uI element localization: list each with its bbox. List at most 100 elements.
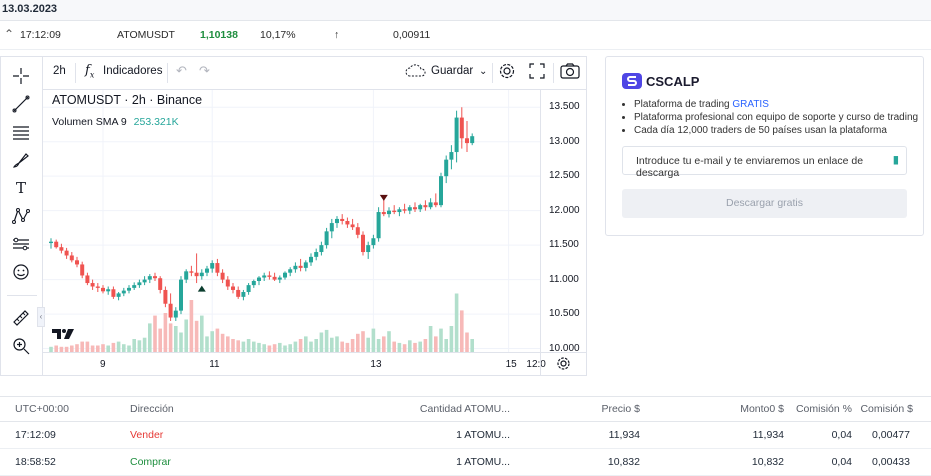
cloud-icon[interactable] — [405, 62, 427, 81]
volume-bar — [449, 326, 454, 352]
save-button[interactable]: Guardar — [431, 65, 474, 77]
fullscreen-icon[interactable] — [529, 63, 545, 82]
trend-line-icon[interactable] — [10, 93, 32, 115]
redo-icon[interactable]: ↷ — [199, 63, 210, 78]
axis-settings-cell — [540, 352, 587, 376]
settings-gear-icon[interactable] — [498, 62, 516, 83]
row-fee: 0,00477 — [872, 429, 910, 441]
indicators-button[interactable]: Indicadores — [103, 65, 163, 77]
toolbar-divider — [492, 63, 493, 83]
volume-bar — [444, 339, 448, 352]
volume-bar — [267, 345, 272, 352]
candle-body — [319, 245, 324, 253]
candle-body — [220, 272, 225, 280]
volume-bar — [241, 341, 246, 352]
row-qty: 1 ATOMU... — [456, 429, 510, 441]
volume-bar — [293, 341, 298, 352]
candle-body — [407, 207, 412, 211]
candle-body — [413, 207, 417, 210]
candle-body — [189, 271, 194, 273]
volume-bar — [80, 341, 84, 352]
candle-body — [54, 241, 59, 248]
smiley-icon[interactable] — [10, 261, 32, 283]
volume-bar — [122, 344, 126, 352]
email-input[interactable]: Introduce tu e-mail y te enviaremos un e… — [622, 146, 907, 179]
price-tick-label: 11.000 — [549, 273, 579, 285]
promo-free-link[interactable]: GRATIS — [732, 99, 769, 110]
collapse-toolbar-handle[interactable]: ‹ — [37, 307, 45, 327]
time-axis[interactable]: 9 11 13 15 12:0 — [43, 352, 546, 376]
undo-icon[interactable]: ↶ — [176, 63, 187, 78]
candle-body — [361, 234, 365, 253]
volume-bar — [382, 336, 386, 352]
volume-bar — [54, 345, 58, 352]
price-axis[interactable]: 13.500 13.000 12.500 12.000 11.500 11.000 10.5… — [540, 90, 587, 354]
volume-bar — [226, 336, 230, 352]
table-row[interactable]: 17:12:09 Vender 1 ATOMU... 11,934 11,934… — [0, 422, 931, 449]
price-tick-label: 13.500 — [549, 101, 580, 113]
ruler-icon[interactable] — [10, 307, 32, 329]
candle-body — [449, 152, 454, 160]
time-tick-label: 11 — [209, 359, 220, 370]
row-fee-pct: 0,04 — [831, 429, 852, 441]
volume-bar — [330, 337, 334, 352]
chevron-up-icon[interactable]: ⌃ — [4, 27, 15, 41]
candle-body — [439, 176, 443, 206]
volume-bar — [106, 345, 110, 352]
candle-body — [184, 271, 189, 280]
forecast-icon[interactable] — [10, 233, 32, 255]
brush-icon[interactable] — [10, 149, 32, 171]
promo-panel: CSCALP Plataforma de trading GRATIS Plat… — [605, 56, 924, 236]
pattern-icon[interactable] — [10, 205, 32, 227]
candle-body — [272, 276, 277, 280]
volume-bar — [246, 339, 251, 352]
candle-body — [267, 275, 272, 277]
candle-body — [355, 227, 360, 235]
volume-bar — [324, 329, 329, 352]
candlestick-chart[interactable] — [43, 90, 540, 352]
candle-body — [205, 268, 209, 273]
candle-body — [132, 285, 137, 288]
volume-bar — [366, 337, 370, 352]
trade-summary-row[interactable]: ⌃ 17:12:09 ATOMUSDT 1,10138 10,17% ↑ 0,0… — [0, 21, 931, 50]
volume-bar — [75, 344, 79, 352]
col-amount: Monto0 $ — [740, 403, 784, 415]
candle-body — [392, 210, 397, 213]
download-button[interactable]: Descargar gratis — [622, 189, 907, 218]
candle-body — [173, 310, 178, 318]
volume-bar — [314, 339, 318, 352]
candle-body — [231, 286, 235, 290]
arrow-up-icon: ↑ — [334, 29, 340, 41]
volume-bar — [272, 344, 277, 352]
interval-button[interactable]: 2h — [53, 65, 66, 77]
volume-bar — [350, 339, 355, 352]
candle-body — [127, 287, 131, 291]
volume-bar — [205, 336, 209, 352]
candle-body — [309, 256, 313, 263]
horizontal-lines-icon[interactable] — [10, 121, 32, 143]
function-icon[interactable]: fx — [85, 63, 95, 80]
zoom-in-icon[interactable] — [10, 335, 32, 357]
camera-icon[interactable] — [560, 63, 580, 82]
candle-body — [366, 245, 371, 253]
promo-bullets: Plataforma de trading GRATIS Plataforma … — [622, 98, 918, 137]
candle-body — [210, 263, 215, 269]
date-header: 13.03.2023 — [0, 0, 931, 21]
row-qty: 1 ATOMU... — [456, 456, 510, 468]
col-direction: Dirección — [130, 403, 174, 415]
candle-body — [465, 138, 469, 144]
candle-body — [80, 264, 85, 276]
promo-bullet: Plataforma profesional con equipo de sop… — [634, 111, 918, 124]
chart-settings-icon[interactable] — [556, 356, 571, 374]
candle-body — [179, 279, 183, 311]
volume-bar — [345, 342, 350, 352]
volume-bar — [262, 344, 266, 352]
volume-bar — [236, 340, 240, 352]
text-tool-icon[interactable]: T — [15, 179, 26, 197]
volume-legend: Volumen SMA 9 253.321K — [52, 116, 179, 128]
chevron-down-icon[interactable]: ⌄ — [479, 66, 488, 77]
candle-body — [95, 286, 100, 288]
table-row[interactable]: 18:58:52 Comprar 1 ATOMU... 10,832 10,83… — [0, 449, 931, 476]
crosshair-icon[interactable] — [10, 65, 32, 87]
candle-body — [251, 280, 256, 286]
